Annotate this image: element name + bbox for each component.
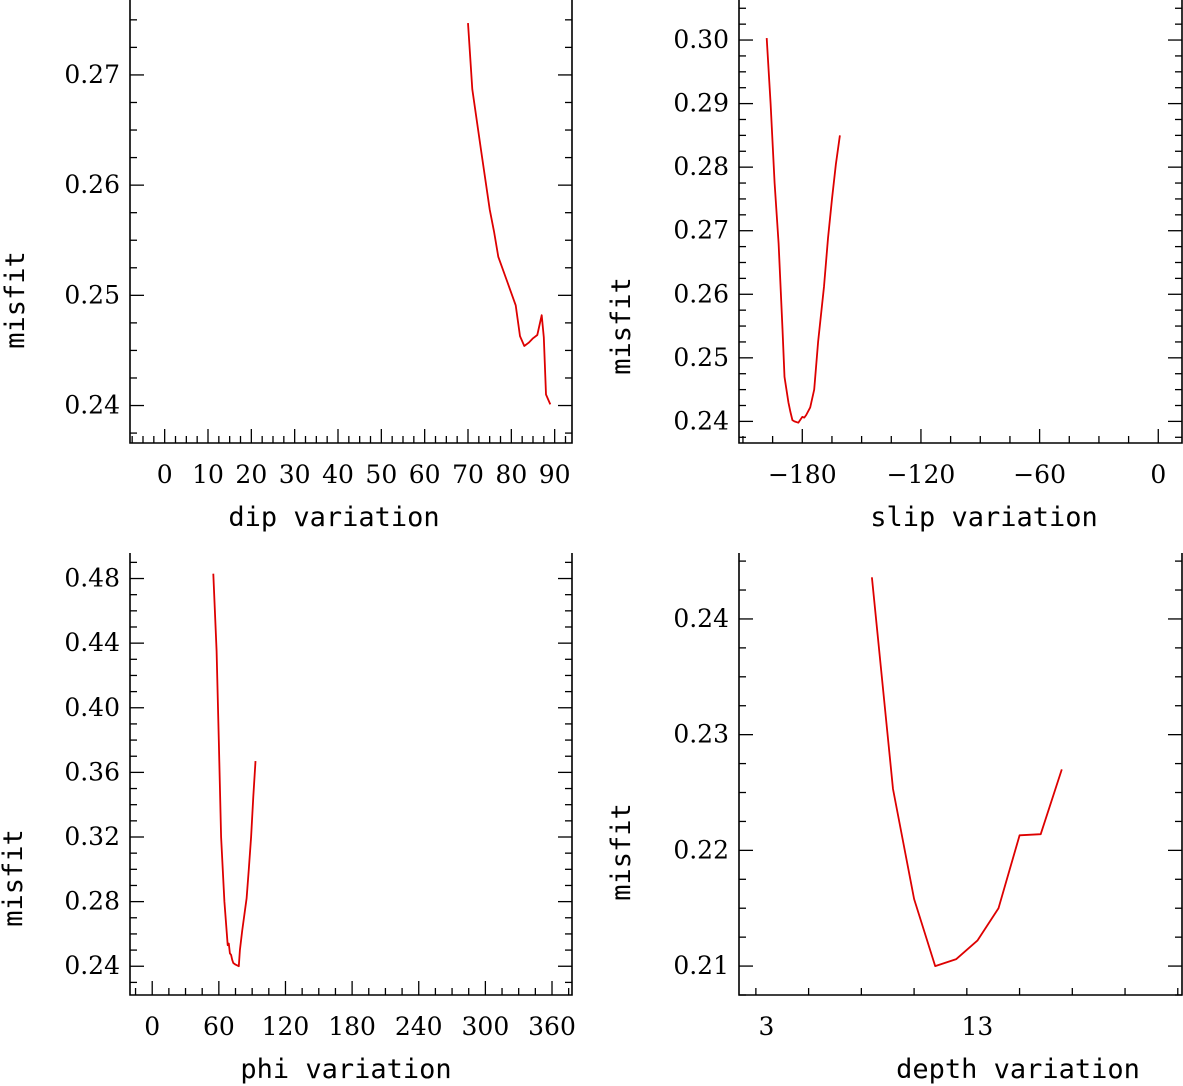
- x-tick-label: 80: [495, 460, 527, 489]
- slip-variation-panel: −180 −120 −60 0 0.24 0.25 0.26 0.27 0.28 0.29 0.30…: [606, 0, 1183, 533]
- x-axis-label: slip variation: [870, 502, 1098, 533]
- misfit-series-line: [467, 23, 552, 405]
- x-tick-label: 50: [365, 460, 397, 489]
- y-tick-label: 0.27: [673, 216, 729, 245]
- x-tick-label: 3: [758, 1012, 774, 1041]
- y-tick-label: 0.28: [673, 152, 729, 181]
- x-tick-label: 0: [1150, 460, 1166, 489]
- y-tick-label: 0.23: [673, 720, 729, 749]
- y-tick-label: 0.30: [673, 25, 729, 54]
- y-tick-label: 0.22: [673, 835, 729, 864]
- y-tick-label: 0.32: [64, 822, 120, 851]
- y-tick-label: 0.25: [64, 280, 120, 309]
- y-tick-label: 0.24: [64, 951, 120, 980]
- plot-frame: [738, 553, 1183, 996]
- x-tick-label: 300: [462, 1012, 510, 1041]
- x-tick-label: 30: [279, 460, 311, 489]
- x-tick-label: −60: [1013, 460, 1066, 489]
- x-tick-label: 60: [203, 1012, 235, 1041]
- y-tick-label: 0.29: [673, 89, 729, 118]
- x-tick-label: −180: [768, 460, 837, 489]
- misfit-series-line: [765, 38, 841, 424]
- y-tick-label: 0.27: [64, 60, 120, 89]
- x-tick-label: 0: [157, 460, 173, 489]
- y-axis-label: misfit: [0, 251, 31, 349]
- x-tick-label: 120: [262, 1012, 310, 1041]
- x-tick-label: 13: [961, 1012, 993, 1041]
- x-tick-label: 40: [322, 460, 354, 489]
- y-tick-label: 0.24: [673, 604, 729, 633]
- y-tick-label: 0.26: [64, 170, 120, 199]
- plot-frame: [738, 0, 1183, 444]
- x-tick-label: 20: [235, 460, 267, 489]
- plot-frame: [129, 553, 573, 996]
- phi-variation-panel: 0 60 120 180 240 300 360 0.24 0.28 0.32 0.36 0.40 0.…: [0, 553, 576, 1085]
- x-tick-label: −120: [887, 460, 956, 489]
- y-tick-label: 0.24: [64, 391, 120, 420]
- x-tick-label: 0: [144, 1012, 160, 1041]
- y-axis-label: misfit: [0, 829, 29, 927]
- y-tick-label: 0.26: [673, 279, 729, 308]
- y-tick-label: 0.21: [673, 951, 729, 980]
- y-axis-label: misfit: [606, 803, 637, 901]
- y-tick-label: 0.36: [64, 757, 120, 786]
- y-tick-label: 0.25: [673, 343, 729, 372]
- dip-variation-panel: 0 10 20 30 40 50 60 70 80 90 0.24 0.25 0.26 0.27 dip v…: [0, 0, 573, 533]
- x-tick-label: 90: [539, 460, 571, 489]
- y-tick-label: 0.44: [64, 628, 120, 657]
- depth-variation-panel: 3 13 0.21 0.22 0.23 0.24 depth variation misfit: [606, 553, 1183, 1085]
- y-tick-label: 0.28: [64, 887, 120, 916]
- x-tick-label: 240: [395, 1012, 443, 1041]
- x-tick-label: 360: [528, 1012, 576, 1041]
- x-tick-label: 60: [409, 460, 441, 489]
- x-axis-label: depth variation: [896, 1054, 1140, 1085]
- y-tick-label: 0.48: [64, 564, 120, 593]
- y-tick-label: 0.24: [673, 406, 729, 435]
- x-tick-label: 180: [328, 1012, 376, 1041]
- x-tick-label: 10: [192, 460, 224, 489]
- plot-frame: [129, 0, 573, 444]
- x-axis-label: phi variation: [240, 1054, 451, 1085]
- misfit-series-line: [871, 577, 1063, 967]
- misfit-series-line: [212, 573, 257, 968]
- x-tick-label: 70: [452, 460, 484, 489]
- y-axis-label: misfit: [606, 277, 637, 375]
- x-axis-label: dip variation: [228, 502, 439, 533]
- y-tick-label: 0.40: [64, 693, 120, 722]
